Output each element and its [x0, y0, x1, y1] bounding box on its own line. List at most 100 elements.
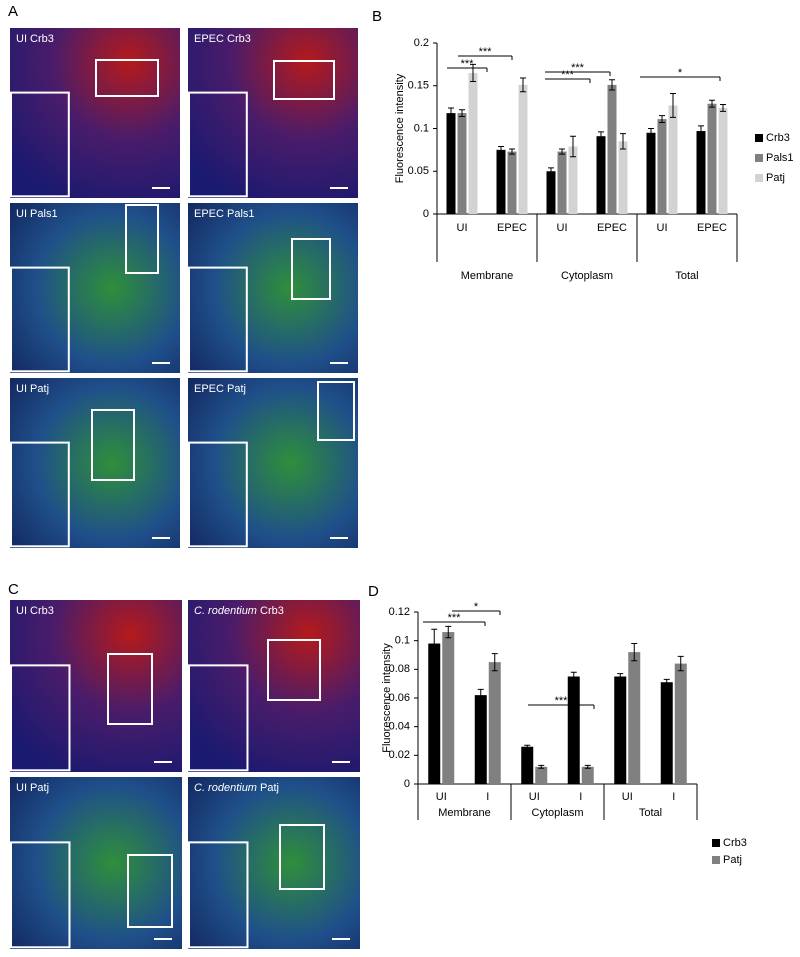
error-bar — [617, 673, 624, 680]
y-tick-label: 0.08 — [389, 663, 410, 675]
error-bar — [631, 643, 638, 662]
legend-swatch — [755, 154, 763, 162]
error-bar — [659, 115, 665, 124]
bar — [718, 107, 728, 214]
y-tick-label: 0.1 — [395, 635, 410, 647]
species: C. rodentium — [194, 782, 257, 794]
significance-label: *** — [561, 69, 575, 81]
bar — [521, 746, 534, 784]
image-label: EPEC Crb3 — [194, 33, 251, 45]
error-bar — [677, 655, 684, 672]
y-tick-label: 0 — [423, 208, 429, 220]
panel-label: A — [8, 3, 18, 20]
significance-label: *** — [448, 612, 462, 624]
y-tick-label: 0.15 — [408, 80, 429, 92]
legend-label: Pals1 — [766, 152, 794, 164]
image-label: UI Patj — [16, 782, 49, 794]
x-tick-label: UI — [657, 222, 668, 234]
roi-box — [125, 204, 159, 274]
error-bar — [609, 79, 615, 91]
x-tick-label: UI — [557, 222, 568, 234]
significance-label: * — [474, 601, 479, 613]
protein: UI Patj — [16, 782, 49, 794]
bar — [696, 131, 706, 214]
micrograph — [188, 777, 360, 949]
bar — [446, 113, 456, 214]
roi-box — [107, 653, 153, 725]
y-axis-label: Fluorescence intensity — [381, 643, 393, 753]
bar — [596, 136, 606, 214]
roi-box — [317, 381, 355, 441]
micrograph — [188, 28, 358, 198]
micrograph — [188, 378, 358, 548]
x-tick-label: UI — [436, 791, 447, 803]
micrograph — [10, 600, 182, 772]
error-bar — [648, 128, 654, 138]
significance-label: * — [678, 67, 683, 79]
error-bar — [709, 99, 715, 108]
panel-label: D — [368, 583, 379, 600]
legend-label: Crb3 — [723, 837, 747, 849]
micrograph — [10, 28, 180, 198]
group-label: Membrane — [461, 270, 514, 282]
error-bar — [570, 671, 577, 682]
inset — [10, 841, 71, 949]
bar — [518, 84, 528, 215]
error-bar — [431, 628, 438, 659]
roi-box — [291, 238, 331, 300]
bar — [660, 682, 673, 784]
y-tick-label: 0.2 — [414, 37, 429, 49]
bar — [546, 171, 556, 214]
image-label: C. rodentium Patj — [194, 782, 279, 794]
error-bar — [491, 653, 498, 672]
bar — [674, 663, 687, 784]
error-bar — [570, 135, 576, 158]
significance-label: *** — [479, 46, 493, 58]
image-label: UI Crb3 — [16, 33, 54, 45]
error-bar — [598, 131, 604, 141]
error-bar — [559, 148, 565, 155]
group-label: Membrane — [438, 807, 491, 819]
bar — [646, 132, 656, 214]
inset — [188, 266, 248, 373]
image-grid: UI Crb3 EPEC Crb3 UI Pals1 EPEC Pals1 UI Pat… — [10, 28, 360, 949]
image-label: EPEC Pals1 — [194, 208, 255, 220]
y-tick-label: 0.1 — [414, 122, 429, 134]
inset — [188, 841, 249, 949]
image-label: UI Pals1 — [16, 208, 58, 220]
y-axis-label: Fluorescence intensity — [394, 73, 406, 183]
bar — [618, 141, 628, 214]
bar — [707, 103, 717, 214]
x-tick-label: EPEC — [497, 222, 527, 234]
x-tick-label: I — [579, 791, 582, 803]
legend-swatch — [712, 856, 720, 864]
significance-label: *** — [555, 695, 569, 707]
roi-box — [267, 639, 321, 701]
panel-label: C — [8, 581, 19, 598]
group-label: Total — [675, 270, 698, 282]
x-tick-label: UI — [622, 791, 633, 803]
significance-label: *** — [461, 58, 475, 70]
protein: UI Crb3 — [16, 605, 54, 617]
protein: Crb3 — [260, 605, 284, 617]
inset — [10, 664, 71, 772]
legend-label: Patj — [723, 854, 742, 866]
bar — [668, 105, 678, 214]
y-tick-label: 0.06 — [389, 692, 410, 704]
error-bar — [620, 133, 626, 150]
error-bar — [670, 92, 676, 118]
error-bar — [524, 744, 531, 749]
error-bar — [698, 125, 704, 137]
species: C. rodentium — [194, 605, 257, 617]
bar — [567, 676, 580, 784]
inset — [188, 441, 248, 548]
error-bar — [445, 625, 452, 639]
inset — [188, 664, 249, 772]
group-label: Cytoplasm — [532, 807, 584, 819]
y-tick-label: 0.05 — [408, 165, 429, 177]
error-bar — [470, 63, 476, 82]
roi-box — [279, 824, 325, 890]
error-bar — [448, 107, 454, 119]
panel-label: B — [372, 8, 382, 25]
protein: Patj — [260, 782, 279, 794]
